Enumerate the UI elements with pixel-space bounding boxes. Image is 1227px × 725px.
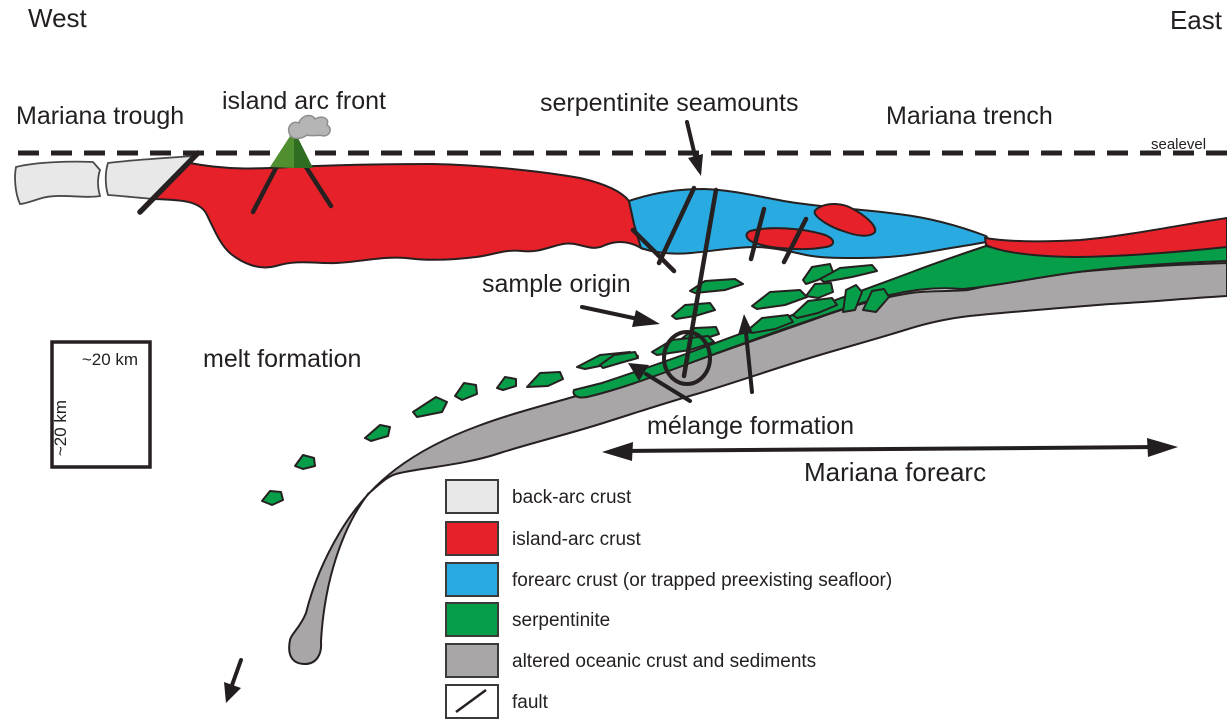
sample-origin-circle xyxy=(662,330,712,386)
serpentinite-blob xyxy=(792,297,838,319)
melt-formation-label: melt formation xyxy=(203,345,361,373)
fault-line xyxy=(748,206,767,262)
serpentinite-blob xyxy=(805,282,834,299)
mariana-trench-label: Mariana trench xyxy=(886,102,1053,130)
fault-line xyxy=(656,185,697,266)
legend-label: fault xyxy=(512,692,549,713)
legend-swatch-island-arc xyxy=(445,521,499,556)
melange-arrow-left xyxy=(644,372,692,403)
mariana-forearc-label: Mariana forearc xyxy=(804,457,986,487)
serpentinite-blob xyxy=(496,376,517,391)
slab-motion-arrowhead-icon xyxy=(224,682,241,703)
melange-arrowhead-icon xyxy=(628,363,649,381)
back-arc-crust-block xyxy=(14,160,102,205)
west-label: West xyxy=(28,3,88,33)
volcano-conduit-line xyxy=(303,164,334,209)
island-arc-crust-region xyxy=(151,161,643,269)
fault-line xyxy=(681,187,719,379)
serpentinite-blob xyxy=(819,264,878,283)
legend-swatch-back-arc xyxy=(445,479,499,514)
back-arc-crust-block xyxy=(104,154,196,200)
serpentinite-blob xyxy=(412,396,448,418)
slab-motion-arrow xyxy=(229,658,243,690)
serpentinite-blob xyxy=(294,454,316,470)
serpentinite-seamounts-label: serpentinite seamounts xyxy=(540,89,798,117)
serpentinite-blob xyxy=(862,288,890,313)
legend-swatch-serpentinite xyxy=(445,602,499,637)
serpentinite-blob xyxy=(842,284,863,313)
fault-line xyxy=(781,216,809,265)
legend-item-back-arc-crust: back-arc crust xyxy=(445,479,632,514)
legend-label: back-arc crust xyxy=(512,487,632,508)
serpentinite-blob xyxy=(454,382,478,401)
legend: back-arc crust island-arc crust forearc … xyxy=(445,479,892,719)
mariana-trough-label: Mariana trough xyxy=(16,102,184,130)
sample-origin-label: sample origin xyxy=(482,270,631,298)
sample-origin-arrowhead-icon xyxy=(632,310,660,327)
legend-label: altered oceanic crust and sediments xyxy=(512,651,816,672)
scale-box-rect xyxy=(50,340,152,469)
annotation-arrows xyxy=(224,120,1178,703)
legend-label: forearc crust (or trapped preexisting se… xyxy=(512,570,892,591)
legend-swatch-oceanic xyxy=(445,643,499,678)
island-arc-crust-patch xyxy=(813,203,877,237)
melange-formation-label: mélange formation xyxy=(647,412,854,440)
legend-item-fault: fault xyxy=(445,684,549,719)
legend-fault-line-icon xyxy=(455,688,487,714)
legend-item-forearc-crust: forearc crust (or trapped preexisting se… xyxy=(445,562,892,597)
east-label: East xyxy=(1170,5,1223,35)
legend-item-island-arc-crust: island-arc crust xyxy=(445,521,642,556)
island-arc-crust-trench-band xyxy=(983,216,1227,259)
sample-origin-arrow xyxy=(580,305,640,321)
serpentinite-blob xyxy=(802,263,834,285)
scale-width-label: ~20 km xyxy=(82,350,138,369)
melange-arrowhead-icon xyxy=(738,314,753,335)
legend-swatch-forearc xyxy=(445,562,499,597)
scale-box: ~20 km ~20 km xyxy=(50,340,152,469)
scale-height-label: ~20 km xyxy=(51,400,70,456)
legend-item-serpentinite: serpentinite xyxy=(445,602,610,637)
forearc-extent-arrow xyxy=(610,445,1170,453)
legend-label: island-arc crust xyxy=(512,529,642,550)
melange-arrow-up xyxy=(744,331,754,394)
legend-label: serpentinite xyxy=(512,610,610,631)
volcano-right-face xyxy=(294,130,313,168)
serpentinite-blob xyxy=(526,371,564,388)
back-arc-boundary-fault-line xyxy=(137,150,201,215)
serpentinite-blob xyxy=(751,289,808,310)
forearc-extent-arrowhead-icon xyxy=(602,442,633,461)
volcano-smoke-icon xyxy=(287,114,331,140)
serpentinite-blob xyxy=(261,490,284,506)
island-arc-front-label: island arc front xyxy=(222,87,386,115)
seamounts-arrowhead-icon xyxy=(688,154,703,176)
serpentinite-blob xyxy=(689,278,744,294)
fault-line xyxy=(630,227,677,274)
serpentinite-blob xyxy=(364,424,391,442)
volcano-conduit-line xyxy=(250,163,280,215)
fault-lines xyxy=(630,185,809,379)
legend-item-altered-oceanic-crust: altered oceanic crust and sediments xyxy=(445,643,816,678)
island-arc-crust-patch xyxy=(745,227,834,251)
sealevel-label: sealevel xyxy=(1151,136,1206,153)
forearc-crust-region xyxy=(627,187,992,260)
serpentinite-blob xyxy=(599,351,639,369)
seamounts-arrow xyxy=(685,120,698,162)
forearc-extent-arrowhead-icon xyxy=(1147,438,1178,457)
volcano-left-face xyxy=(270,130,294,168)
